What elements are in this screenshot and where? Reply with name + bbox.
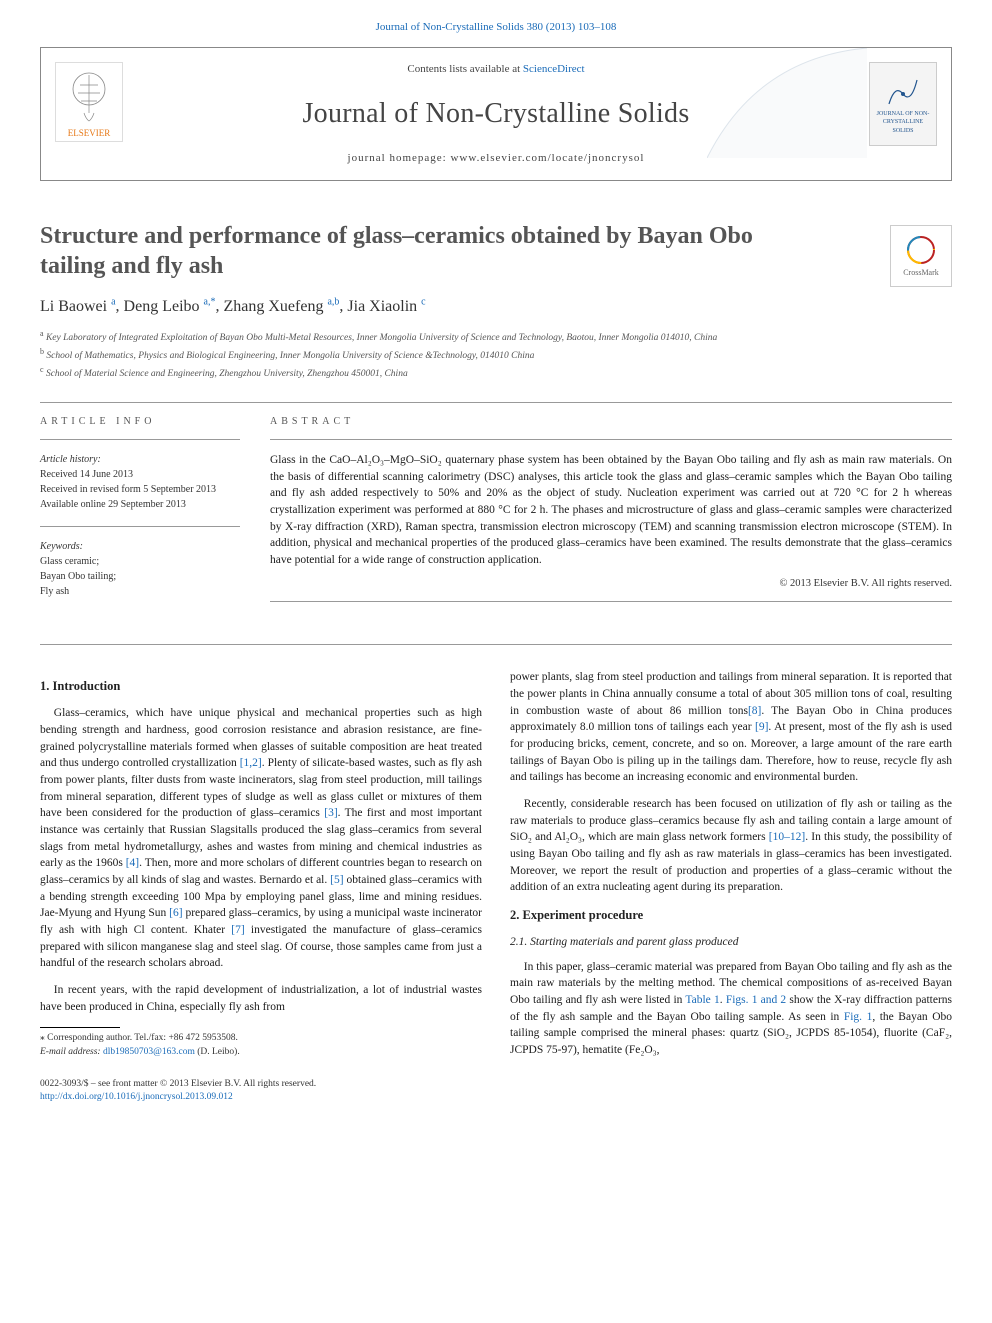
corresponding-email: E-mail address: dlb19850703@163.com (D. … [40,1046,482,1059]
section-heading-intro: 1. Introduction [40,677,482,695]
elsevier-tree-icon [66,71,112,123]
citation-link[interactable]: [7] [231,924,244,936]
contents-available: Contents lists available at ScienceDirec… [149,62,843,77]
citation-link[interactable]: [1,2] [240,757,262,769]
sciencedirect-link[interactable]: ScienceDirect [523,63,585,75]
abstract-divider [270,439,952,440]
abstract-text: Glass in the CaO–Al₂O₃–MgO–SiO₂ quaterna… [270,452,952,569]
article-info-column: article info Article history: Received 1… [40,415,240,614]
body-paragraph: Recently, considerable research has been… [510,796,952,896]
history-line: Available online 29 September 2013 [40,497,240,512]
abstract-column: abstract Glass in the CaO–Al₂O₃–MgO–SiO₂… [270,415,952,614]
abstract-divider [270,601,952,602]
body-text: 1. Introduction Glass–ceramics, which ha… [40,669,952,1064]
citation-link[interactable]: [10–12] [769,831,805,843]
page-footer: 0022-3093/$ – see front matter © 2013 El… [40,1078,952,1105]
citation-link[interactable]: [5] [330,874,343,886]
keywords-label: Keywords: [40,539,240,554]
affiliation: a Key Laboratory of Integrated Exploitat… [40,328,952,346]
keyword: Bayan Obo tailing; [40,569,240,584]
corresponding-tel: ⁎ Corresponding author. Tel./fax: +86 47… [40,1032,482,1045]
publisher-brand-text: ELSEVIER [68,127,111,140]
article-title: Structure and performance of glass–ceram… [40,221,810,281]
article-history: Article history: Received 14 June 2013 R… [40,452,240,512]
section-divider [40,402,952,403]
body-paragraph: power plants, slag from steel production… [510,669,952,786]
affiliations: a Key Laboratory of Integrated Exploitat… [40,328,952,382]
citation-link[interactable]: [9] [755,721,768,733]
subsection-heading: 2.1. Starting materials and parent glass… [510,934,952,951]
affiliation: b School of Mathematics, Physics and Bio… [40,346,952,364]
publisher-logo: ELSEVIER [55,62,123,142]
history-line: Received in revised form 5 September 201… [40,482,240,497]
journal-title: Journal of Non-Crystalline Solids [149,94,843,133]
info-divider [40,526,240,527]
info-divider [40,439,240,440]
abstract-copyright: © 2013 Elsevier B.V. All rights reserved… [270,577,952,592]
citation-link[interactable]: [8] [748,705,761,717]
author: Li Baowei a [40,298,116,315]
crossmark-badge[interactable]: CrossMark [890,225,952,287]
figure-link[interactable]: Fig. 1 [844,1011,873,1023]
body-paragraph: In recent years, with the rapid developm… [40,982,482,1015]
figure-link[interactable]: Figs. 1 and 2 [726,994,786,1006]
body-paragraph: In this paper, glass–ceramic material wa… [510,959,952,1059]
table-link[interactable]: Table 1 [685,994,719,1006]
doi-link[interactable]: http://dx.doi.org/10.1016/j.jnoncrysol.2… [40,1092,233,1102]
crossmark-icon [906,235,936,265]
keywords-block: Keywords: Glass ceramic; Bayan Obo taili… [40,539,240,599]
journal-header: ELSEVIER JOURNAL OF NON-CRYSTALLINE SOLI… [40,47,952,181]
section-heading-experiment: 2. Experiment procedure [510,906,952,924]
corresponding-author-footnote: ⁎ Corresponding author. Tel./fax: +86 47… [40,1032,482,1059]
top-citation[interactable]: Journal of Non-Crystalline Solids 380 (2… [40,20,952,35]
author-list: Li Baowei a, Deng Leibo a,*, Zhang Xuefe… [40,295,952,318]
cover-graphic-icon [885,74,921,110]
keyword: Glass ceramic; [40,554,240,569]
contents-prefix: Contents lists available at [407,63,522,75]
email-link[interactable]: dlb19850703@163.com [103,1047,195,1057]
article-info-label: article info [40,415,240,429]
citation-link[interactable]: [6] [169,907,182,919]
footnote-divider [40,1027,120,1028]
section-divider [40,644,952,645]
keyword: Fly ash [40,584,240,599]
body-paragraph: Glass–ceramics, which have unique physic… [40,705,482,972]
author: Zhang Xuefeng a,b [223,298,339,315]
author: Jia Xiaolin c [347,298,425,315]
citation-link[interactable]: [3] [324,807,337,819]
history-label: Article history: [40,452,240,467]
journal-homepage: journal homepage: www.elsevier.com/locat… [149,151,843,166]
crossmark-label: CrossMark [903,267,939,278]
front-matter-line: 0022-3093/$ – see front matter © 2013 El… [40,1078,952,1091]
history-line: Received 14 June 2013 [40,467,240,482]
journal-cover-thumbnail: JOURNAL OF NON-CRYSTALLINE SOLIDS [869,62,937,146]
affiliation: c School of Material Science and Enginee… [40,364,952,382]
author: Deng Leibo a,* [124,298,216,315]
citation-link[interactable]: [4] [126,857,139,869]
abstract-label: abstract [270,415,952,429]
cover-title-text: JOURNAL OF NON-CRYSTALLINE SOLIDS [874,110,932,135]
